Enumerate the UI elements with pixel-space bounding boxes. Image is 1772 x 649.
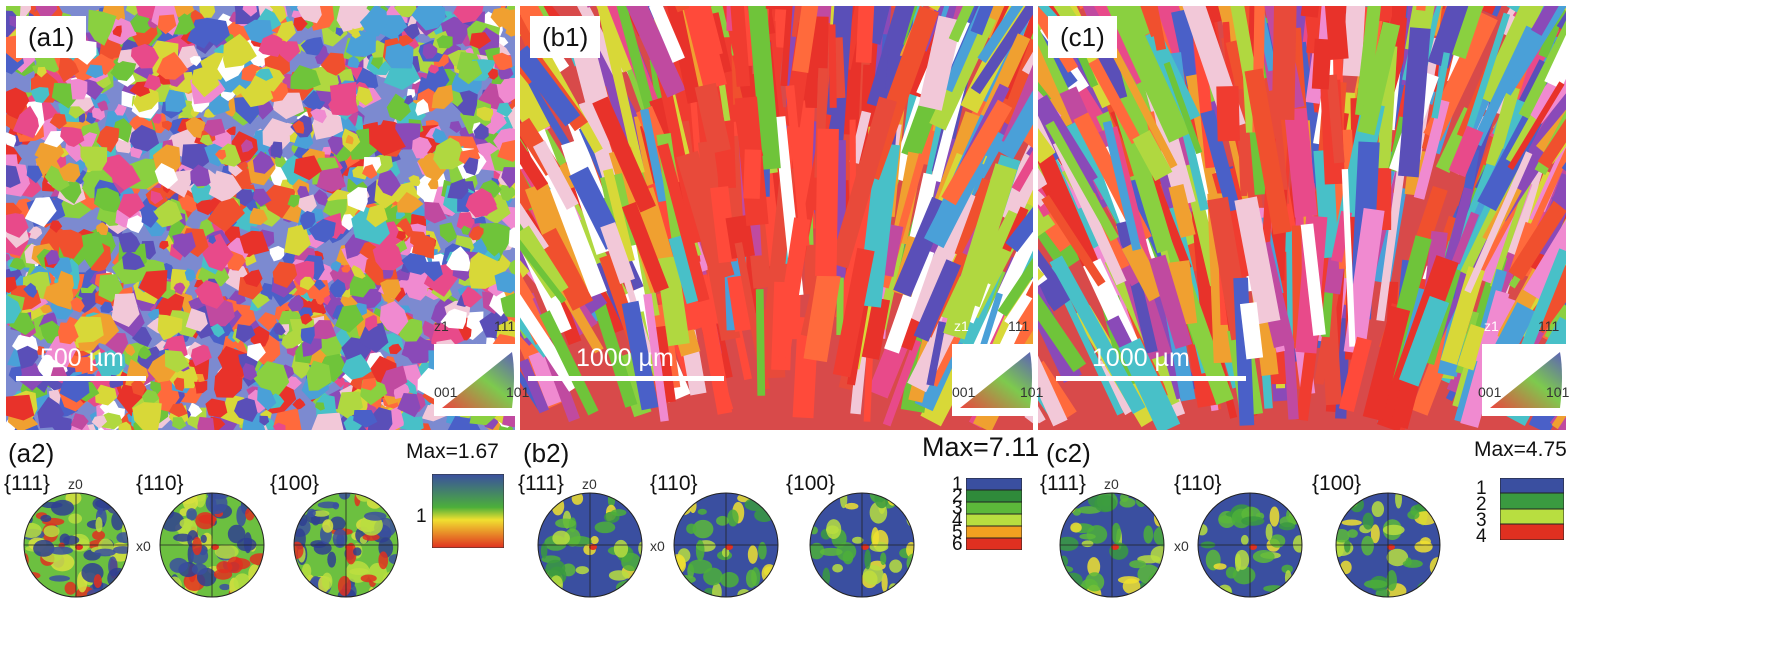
colorbar-b2-tick: 1 (952, 474, 963, 495)
pf-b2-111-label: {111} (518, 472, 564, 495)
colorbar-c2-tick: 3 (1476, 510, 1487, 531)
panel-label-c2: (c2) (1046, 438, 1091, 468)
pole-figure-a2-111 (23, 492, 129, 598)
ipf-c1-001-label: 001 (1478, 384, 1502, 400)
panel-label-a2: (a2) (8, 438, 55, 468)
ipf-a1-101-label: 101 (506, 384, 530, 400)
scale-bar-b1-text: 1000 µm (576, 344, 674, 372)
pf-c2-111-label: {111} (1040, 472, 1086, 495)
pf-a2-x-label: x0 (136, 538, 151, 554)
colorbar-b2: 1 2 3 4 5 6 (952, 474, 1023, 555)
colorbar-a2: 1 (416, 473, 505, 549)
ipf-a1-z-label: z1 (434, 318, 449, 334)
ebsd-map-a1: (a1) 500 µm (6, 6, 515, 430)
pf-a2-max-label: Max=1.67 (406, 440, 499, 463)
pole-figure-c2-100 (1335, 492, 1441, 598)
ipf-a1-111-label: 111 (494, 318, 516, 334)
ipf-legend-b1 (952, 344, 1033, 416)
ipf-a1-001-label: 001 (434, 384, 458, 400)
pf-c2-x-label: x0 (1174, 538, 1189, 554)
ipf-b1-z-label: z1 (954, 318, 969, 334)
colorbar-b2-tick: 6 (952, 534, 963, 555)
pole-figure-b2-100 (809, 492, 915, 598)
scale-bar-c1-text: 1000 µm (1092, 344, 1190, 372)
colorbar-a2-tick: 1 (416, 506, 427, 527)
pole-figure-b2-111 (537, 492, 643, 598)
ipf-legend-c1 (1482, 344, 1566, 416)
pf-a2-100-label: {100} (270, 472, 320, 495)
pf-c2-100-label: {100} (1312, 472, 1362, 495)
colorbar-b2-tick: 3 (952, 498, 963, 519)
panel-label-c1: (c1) (1048, 16, 1117, 58)
ipf-c1-z-label: z1 (1484, 318, 1499, 334)
ipf-c1-111-label: 111 (1538, 318, 1560, 334)
scale-bar-a1-text: 500 µm (40, 344, 124, 372)
pf-b2-110-label: {110} (650, 472, 698, 495)
scale-bar-b1: 1000 µm (528, 344, 724, 381)
pf-a2-111-label: {111} (4, 472, 50, 495)
colorbar-c2-tick: 2 (1476, 494, 1487, 515)
pf-b2-max-label: Max=7.11 (922, 432, 1040, 462)
scale-bar-a1: 500 µm (16, 344, 146, 381)
colorbar-c2-tick: 4 (1476, 526, 1487, 547)
pole-figure-b2-110 (673, 492, 779, 598)
pf-a2-z-label: z0 (68, 476, 83, 492)
colorbar-b2-tick: 4 (952, 510, 963, 531)
equiaxed-grain-map (6, 6, 515, 430)
colorbar-b2-tick: 5 (952, 522, 963, 543)
pf-a2-110-label: {110} (136, 472, 184, 495)
pf-c2-max-label: Max=4.75 (1474, 438, 1567, 461)
ebsd-map-b1: (b1) 1000 µm (520, 6, 1033, 430)
pf-c2-110-label: {110} (1174, 472, 1222, 495)
panel-label-b2: (b2) (523, 438, 570, 468)
ipf-c1-101-label: 101 (1546, 384, 1570, 400)
pf-b2-x-label: x0 (650, 538, 665, 554)
colorbar-b2-tick: 2 (952, 486, 963, 507)
scale-bar-c1: 1000 µm (1056, 344, 1246, 381)
ipf-legend-a1 (434, 344, 515, 416)
pole-figure-c2-110 (1197, 492, 1303, 598)
pf-b2-z-label: z0 (582, 476, 597, 492)
ipf-b1-001-label: 001 (952, 384, 976, 400)
pole-figure-a2-100 (293, 492, 399, 598)
pf-c2-z-label: z0 (1104, 476, 1119, 492)
colorbar-c2: 1 2 3 4 (1476, 477, 1565, 547)
ipf-b1-111-label: 111 (1008, 318, 1030, 334)
ebsd-map-c1: (c1) 1000 µm (1038, 6, 1566, 430)
ipf-b1-101-label: 101 (1020, 384, 1044, 400)
colorbar-c2-tick: 1 (1476, 478, 1487, 499)
pole-figure-c2-111 (1059, 492, 1165, 598)
panel-label-a1: (a1) (16, 16, 87, 58)
panel-label-b1: (b1) (530, 16, 601, 58)
pf-b2-100-label: {100} (786, 472, 836, 495)
pole-figure-a2-110 (159, 492, 265, 598)
